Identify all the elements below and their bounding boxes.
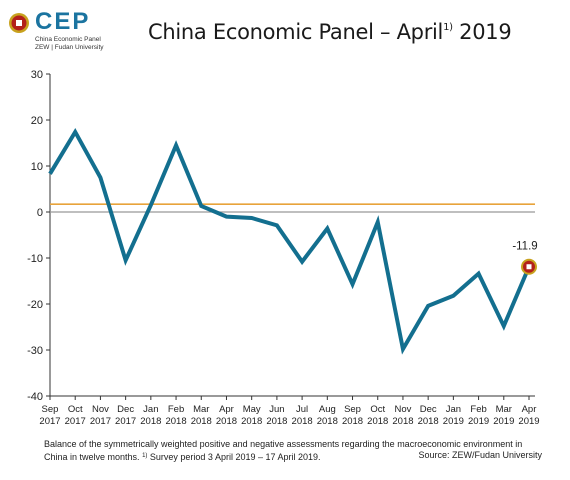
- logo-subtitle-line2: ZEW | Fudan University: [35, 44, 104, 51]
- x-tick-label-month: Jun: [269, 404, 284, 415]
- x-tick-label-month: Jul: [296, 404, 308, 415]
- x-tick-label-year: 2019: [468, 416, 489, 427]
- reference-lines: [50, 203, 535, 213]
- y-axis: 30 20 10 0 -10 -20 -30 -40: [27, 69, 51, 403]
- x-tick-label-month: Dec: [420, 404, 437, 415]
- latest-point-marker-center: [526, 264, 532, 270]
- x-tick-label-month: Dec: [117, 404, 134, 415]
- x-tick-label-month: Sep: [42, 404, 59, 415]
- x-tick-label-year: 2018: [241, 416, 262, 427]
- annotations: -11.9: [512, 241, 538, 275]
- y-tick-label: 0: [37, 207, 43, 219]
- source-label: Source: ZEW/Fudan University: [418, 450, 542, 460]
- x-tick-label-year: 2018: [191, 416, 212, 427]
- y-tick-label: 30: [31, 69, 43, 81]
- y-tick-label: -20: [27, 299, 43, 311]
- x-tick-label-year: 2018: [317, 416, 338, 427]
- x-tick-label-year: 2018: [418, 416, 439, 427]
- x-tick-label-year: 2018: [292, 416, 313, 427]
- x-tick-label-month: Feb: [168, 404, 184, 415]
- chart-title-main: China Economic Panel – April: [148, 20, 444, 44]
- x-tick-label-month: Jan: [446, 404, 461, 415]
- x-tick-label-month: Sep: [344, 404, 361, 415]
- x-tick-label-month: Nov: [394, 404, 411, 415]
- x-tick-label-year: 2018: [165, 416, 186, 427]
- series-line: [48, 127, 531, 355]
- x-tick-label-year: 2017: [90, 416, 111, 427]
- x-tick-label-month: Apr: [522, 404, 537, 415]
- x-tick-label-year: 2019: [518, 416, 539, 427]
- x-tick-label-year: 2019: [493, 416, 514, 427]
- chart-title: China Economic Panel – April1) 2019: [148, 20, 512, 44]
- x-tick-label-month: Oct: [370, 404, 385, 415]
- x-tick-label-month: Oct: [68, 404, 83, 415]
- x-tick-label-month: Mar: [193, 404, 209, 415]
- x-tick-label-month: Aug: [319, 404, 336, 415]
- x-tick-label-year: 2018: [392, 416, 413, 427]
- footnote-text: Balance of the symmetrically weighted po…: [44, 439, 523, 462]
- x-tick-label-month: May: [243, 404, 261, 415]
- x-tick-label-month: Nov: [92, 404, 109, 415]
- footnote-mark: 1): [142, 453, 148, 459]
- x-tick-label-year: 2018: [266, 416, 287, 427]
- y-tick-label: 10: [31, 161, 43, 173]
- cep-logo-icon: [9, 13, 29, 33]
- x-tick-label-year: 2017: [115, 416, 136, 427]
- x-tick-label-year: 2017: [65, 416, 86, 427]
- x-tick-label-year: 2019: [443, 416, 464, 427]
- logo-wordmark: CEP: [35, 8, 91, 35]
- x-tick-label-month: Mar: [496, 404, 512, 415]
- y-tick-label: -40: [27, 391, 43, 403]
- chart-title-footnote-mark: 1): [443, 22, 453, 33]
- chart-footnote: Balance of the symmetrically weighted po…: [44, 438, 544, 463]
- chart-title-year: 2019: [452, 20, 512, 44]
- logo-subtitle-line1: China Economic Panel: [35, 36, 101, 43]
- y-tick-label: -30: [27, 345, 43, 357]
- x-axis: Sep2017Oct2017Nov2017Dec2017Jan2018Feb20…: [39, 395, 540, 427]
- x-tick-label-year: 2018: [140, 416, 161, 427]
- x-tick-label-year: 2018: [342, 416, 363, 427]
- footnote-survey-period: Survey period 3 April 2019 – 17 April 20…: [147, 452, 321, 462]
- x-tick-label-month: Feb: [470, 404, 486, 415]
- x-tick-label-year: 2018: [216, 416, 237, 427]
- y-tick-label: -10: [27, 253, 43, 265]
- y-tick-label: 20: [31, 115, 43, 127]
- cep-logo: CEP China Economic Panel ZEW | Fudan Uni…: [8, 8, 128, 52]
- x-tick-label-year: 2018: [367, 416, 388, 427]
- x-tick-label-month: Jan: [143, 404, 158, 415]
- series-group: [48, 127, 531, 355]
- latest-value-label: -11.9: [512, 241, 537, 253]
- x-tick-label-year: 2017: [39, 416, 60, 427]
- x-tick-label-month: Apr: [219, 404, 234, 415]
